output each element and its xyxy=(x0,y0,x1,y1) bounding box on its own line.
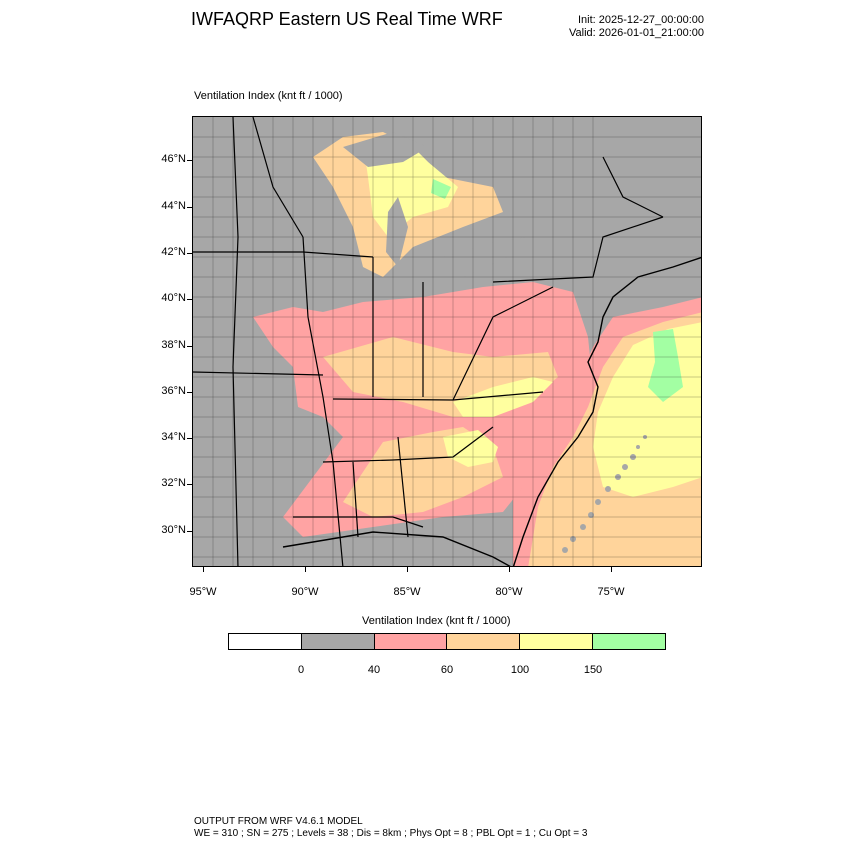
lon-label: 80°W xyxy=(495,586,523,598)
lat-tick xyxy=(187,253,192,254)
colorbar-swatch xyxy=(374,634,448,649)
init-time-label: Init: 2025-12-27_00:00:00 xyxy=(578,14,704,26)
lon-tick xyxy=(407,567,408,572)
lake-michigan xyxy=(386,197,408,267)
lake-superior xyxy=(343,132,428,167)
lon-label: 90°W xyxy=(291,586,319,598)
colorbar-label: 100 xyxy=(510,664,530,676)
map-canvas xyxy=(193,117,701,566)
colorbar-label: 40 xyxy=(367,664,381,676)
lon-tick xyxy=(203,567,204,572)
lat-tick xyxy=(187,346,192,347)
county-grid xyxy=(193,117,701,566)
lat-tick xyxy=(187,160,192,161)
ocean-green-zone xyxy=(648,329,683,402)
colorbar xyxy=(228,633,666,650)
lat-tick xyxy=(187,207,192,208)
lat-label: 32°N xyxy=(161,477,186,489)
map-panel xyxy=(192,116,702,567)
lat-tick xyxy=(187,299,192,300)
coastline xyxy=(512,256,701,566)
great-lakes-green-zone xyxy=(431,179,451,199)
lat-tick xyxy=(187,484,192,485)
lat-label: 38°N xyxy=(161,339,186,351)
lat-label: 30°N xyxy=(161,524,186,536)
lat-tick xyxy=(187,531,192,532)
colorbar-label: 0 xyxy=(297,664,305,676)
map-title: IWFAQRP Eastern US Real Time WRF xyxy=(191,9,503,29)
lat-label: 34°N xyxy=(161,431,186,443)
colorbar-label: 60 xyxy=(440,664,454,676)
plot-title: Ventilation Index (knt ft / 1000) xyxy=(194,90,343,102)
inland-pink-zone xyxy=(253,282,593,537)
lon-label: 75°W xyxy=(597,586,625,598)
colorbar-swatch xyxy=(593,634,665,649)
lat-label: 42°N xyxy=(161,246,186,258)
lat-label: 44°N xyxy=(161,200,186,212)
lat-tick xyxy=(187,438,192,439)
lat-label: 46°N xyxy=(161,153,186,165)
carolina-yellow-zone xyxy=(443,430,498,467)
colorbar-swatch xyxy=(447,634,521,649)
lat-label: 40°N xyxy=(161,292,186,304)
colorbar-title: Ventilation Index (knt ft / 1000) xyxy=(362,615,511,627)
gulf-coastline xyxy=(282,531,511,566)
colorbar-label: 150 xyxy=(583,664,603,676)
colorbar-swatch xyxy=(520,634,594,649)
valid-time-label: Valid: 2026-01-01_21:00:00 xyxy=(569,27,704,39)
lat-label: 36°N xyxy=(161,385,186,397)
lon-tick xyxy=(305,567,306,572)
lon-tick xyxy=(509,567,510,572)
colorbar-swatch xyxy=(229,634,302,649)
model-config: WE = 310 ; SN = 275 ; Levels = 38 ; Dis … xyxy=(194,828,588,839)
lon-label: 85°W xyxy=(393,586,421,598)
lat-tick xyxy=(187,392,192,393)
colorbar-swatch xyxy=(301,634,375,649)
lon-label: 95°W xyxy=(189,586,217,598)
lon-tick xyxy=(611,567,612,572)
model-info: OUTPUT FROM WRF V4.6.1 MODEL xyxy=(194,816,363,827)
